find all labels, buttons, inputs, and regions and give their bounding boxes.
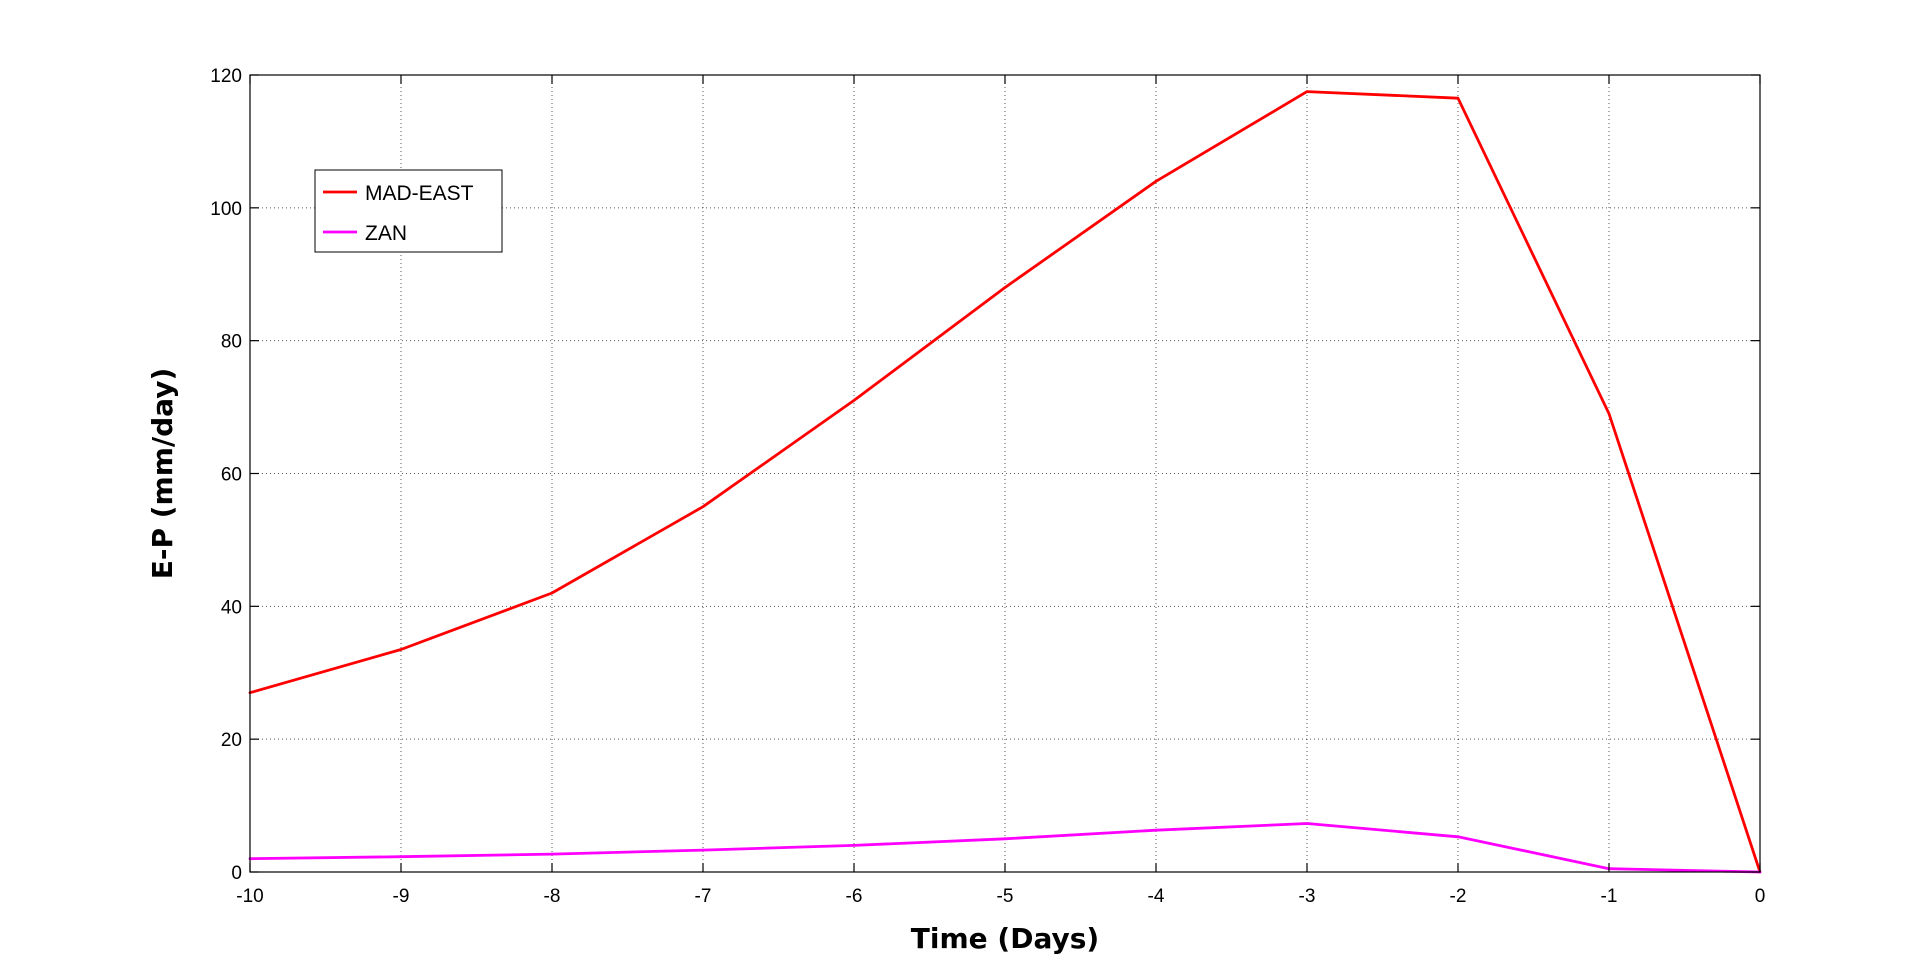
x-tick-label: -4	[1148, 886, 1165, 907]
data-point	[701, 505, 705, 508]
data-point	[1154, 828, 1158, 832]
y-tick-label: 20	[221, 730, 242, 751]
data-point	[1456, 835, 1460, 838]
data-point	[852, 399, 856, 402]
data-series	[248, 90, 1762, 874]
x-tick-label: -10	[236, 886, 263, 907]
data-point	[399, 855, 403, 858]
x-tick-label: -5	[997, 886, 1014, 907]
data-point	[550, 591, 554, 595]
legend-box	[314, 169, 503, 253]
y-axis-label: E-P (mm/day)	[146, 368, 179, 580]
y-tick-label: 80	[221, 332, 242, 353]
data-point	[1154, 180, 1158, 183]
data-point	[1456, 97, 1460, 100]
y-tick-labels: 0 20 40 60 80 100 120	[210, 66, 242, 884]
y-tick-label: 40	[221, 597, 242, 618]
x-tick-label: -2	[1450, 886, 1467, 907]
data-point	[1003, 837, 1007, 840]
data-point	[1003, 286, 1007, 289]
y-tick-label: 60	[221, 465, 242, 486]
x-tick-label: -3	[1299, 886, 1316, 907]
data-point	[550, 852, 554, 856]
data-point	[1305, 822, 1309, 825]
x-tick-labels: -10 -9 -8 -7 -6 -5 -4 -3 -2 -1 0	[236, 886, 1765, 907]
x-tick-label: -6	[846, 886, 863, 907]
axis-ticks	[249, 74, 1761, 873]
data-point	[1607, 412, 1611, 415]
data-point	[852, 844, 856, 847]
x-tick-label: -9	[393, 886, 410, 907]
legend-label-mad-east: MAD-EAST	[365, 182, 474, 205]
x-tick-label: -8	[544, 886, 561, 907]
data-point	[399, 648, 403, 651]
x-axis-label: Time (Days)	[911, 922, 1099, 955]
data-point	[701, 848, 705, 852]
y-tick-label: 0	[231, 863, 242, 884]
y-tick-label: 100	[210, 199, 242, 220]
legend: MAD-EAST ZAN	[314, 169, 503, 253]
data-point	[1305, 90, 1309, 93]
x-tick-label: -1	[1601, 886, 1618, 907]
x-tick-label: 0	[1755, 886, 1766, 907]
legend-label-zan: ZAN	[365, 222, 407, 245]
x-tick-label: -7	[695, 886, 712, 907]
y-tick-label: 120	[210, 66, 242, 87]
